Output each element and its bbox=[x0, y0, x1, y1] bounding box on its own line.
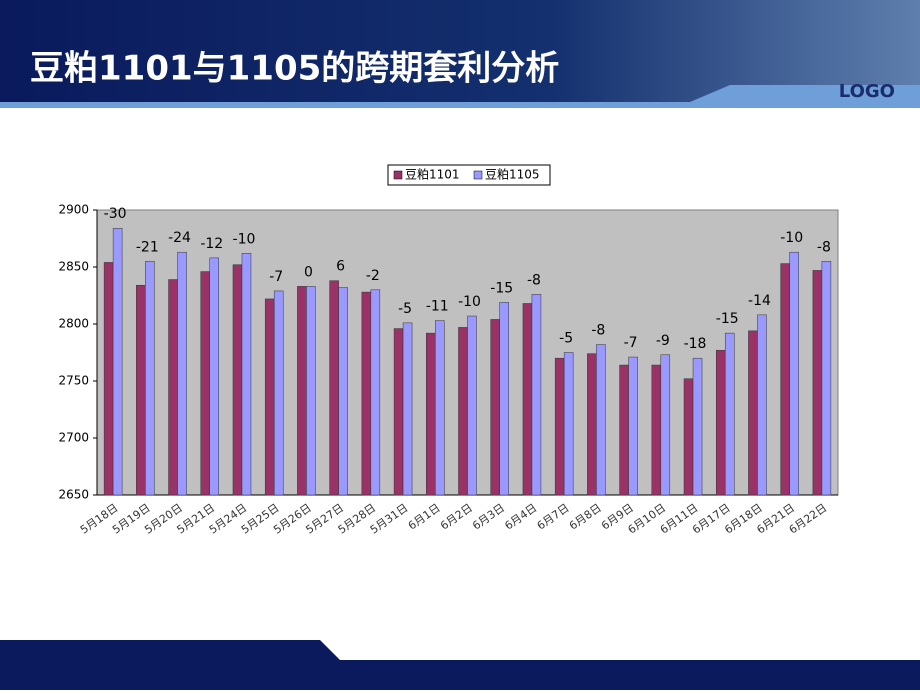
bar bbox=[264, 298, 275, 496]
bar bbox=[789, 251, 799, 496]
data-label: -7 bbox=[624, 335, 638, 351]
bar bbox=[490, 319, 500, 496]
bar bbox=[812, 270, 823, 496]
bar bbox=[402, 322, 413, 496]
bar bbox=[619, 364, 629, 496]
bar bbox=[273, 290, 284, 496]
x-tick-label: 6月4日 bbox=[502, 501, 539, 532]
logo: LOGO bbox=[839, 81, 895, 102]
bar bbox=[780, 263, 790, 496]
bar bbox=[297, 286, 307, 496]
x-tick-label: 6月2日 bbox=[438, 501, 475, 532]
bar bbox=[136, 284, 146, 496]
bar bbox=[338, 287, 348, 496]
bar bbox=[426, 332, 436, 496]
bar bbox=[177, 251, 187, 496]
data-label: -12 bbox=[200, 236, 223, 252]
data-label: -10 bbox=[458, 294, 481, 310]
bar bbox=[683, 378, 694, 496]
bar bbox=[628, 356, 638, 496]
bar bbox=[715, 349, 726, 496]
bar bbox=[200, 271, 211, 496]
y-tick-label: 2700 bbox=[58, 431, 89, 445]
bar bbox=[241, 253, 252, 496]
bar bbox=[435, 320, 445, 496]
bar bbox=[370, 289, 381, 496]
bar bbox=[651, 364, 662, 496]
bar bbox=[692, 357, 703, 496]
data-label: -5 bbox=[559, 331, 573, 347]
header-accent bbox=[0, 85, 920, 108]
bar bbox=[757, 314, 767, 496]
bar bbox=[145, 261, 155, 496]
bar bbox=[467, 315, 477, 496]
legend-swatch bbox=[393, 170, 403, 180]
bar bbox=[209, 257, 220, 496]
data-label: 0 bbox=[304, 264, 313, 280]
x-tick-label: 6月3日 bbox=[470, 501, 507, 532]
data-label: -15 bbox=[716, 311, 739, 327]
bar bbox=[660, 354, 671, 496]
x-tick-label: 6月7日 bbox=[535, 501, 572, 532]
data-label: -30 bbox=[104, 206, 127, 222]
y-tick-label: 2900 bbox=[58, 203, 89, 217]
bar bbox=[112, 227, 123, 496]
data-label: -18 bbox=[684, 336, 707, 352]
data-label: -10 bbox=[780, 230, 803, 246]
y-tick-label: 2750 bbox=[58, 374, 89, 388]
data-label: -8 bbox=[817, 239, 831, 255]
y-tick-label: 2650 bbox=[58, 488, 89, 502]
bar bbox=[393, 328, 404, 496]
bar bbox=[306, 286, 316, 496]
data-label: -8 bbox=[591, 323, 605, 339]
bar bbox=[563, 352, 574, 496]
bar bbox=[596, 344, 606, 496]
bar bbox=[458, 327, 468, 496]
data-label: -5 bbox=[398, 301, 412, 317]
legend-box bbox=[387, 164, 551, 186]
bar bbox=[361, 291, 372, 496]
bar bbox=[329, 280, 339, 496]
y-tick-label: 2800 bbox=[58, 317, 89, 331]
legend-label: 豆粕1101 bbox=[405, 167, 460, 182]
data-label: 6 bbox=[336, 259, 345, 275]
x-tick-label: 6月8日 bbox=[567, 501, 604, 532]
slide-title: 豆粕1101与1105的跨期套利分析 bbox=[30, 49, 559, 89]
bar bbox=[232, 264, 243, 496]
footer-band bbox=[0, 640, 920, 690]
bar bbox=[724, 332, 735, 496]
x-tick-label: 6月1日 bbox=[406, 501, 443, 532]
data-label: -10 bbox=[233, 231, 256, 247]
bar bbox=[103, 262, 114, 496]
data-label: -8 bbox=[527, 272, 541, 288]
bar bbox=[531, 294, 542, 496]
data-label: -14 bbox=[748, 293, 771, 309]
data-label: -2 bbox=[366, 268, 380, 284]
data-label: -24 bbox=[168, 230, 191, 246]
legend-label: 豆粕1105 bbox=[485, 167, 540, 182]
bar bbox=[499, 302, 509, 496]
data-label: -9 bbox=[656, 333, 670, 349]
data-label: -21 bbox=[136, 239, 159, 255]
data-label: -7 bbox=[269, 269, 283, 285]
bar bbox=[168, 279, 178, 496]
data-label: -11 bbox=[426, 299, 449, 315]
bar bbox=[821, 261, 832, 496]
legend-swatch bbox=[473, 170, 483, 180]
bar bbox=[587, 353, 597, 496]
bar bbox=[554, 357, 565, 496]
bar bbox=[748, 330, 758, 496]
data-label: -15 bbox=[490, 280, 513, 296]
bar bbox=[522, 303, 533, 496]
y-tick-label: 2850 bbox=[58, 260, 89, 274]
